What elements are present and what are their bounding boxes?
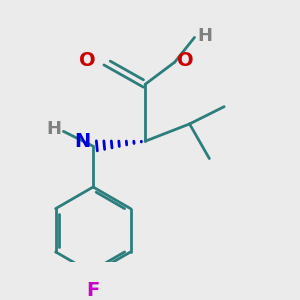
Text: H: H xyxy=(46,120,61,138)
Text: O: O xyxy=(177,51,194,70)
Text: O: O xyxy=(79,51,96,70)
Text: F: F xyxy=(86,281,100,300)
Text: N: N xyxy=(74,132,91,151)
Text: H: H xyxy=(197,27,212,45)
